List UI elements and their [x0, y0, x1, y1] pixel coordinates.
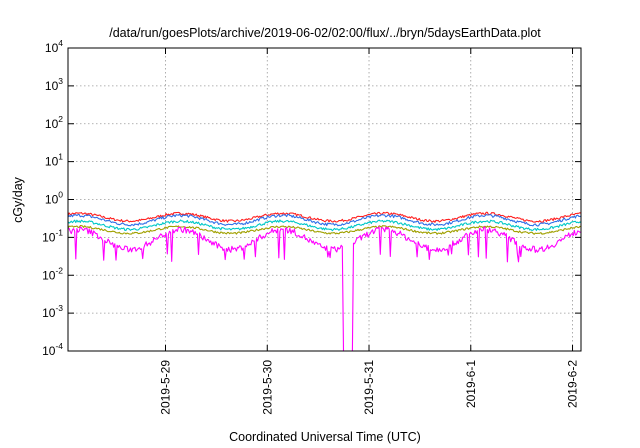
y-tick-label: 10-1	[42, 227, 63, 244]
x-tick-label: 2019-5-29	[159, 360, 173, 415]
y-tick-label: 101	[45, 152, 63, 169]
x-tick-label: 2019-5-30	[260, 360, 274, 415]
y-tick-label: 100	[45, 190, 63, 207]
y-tick-label: 102	[45, 114, 63, 131]
series-line-1	[67, 211, 582, 223]
x-tick-label: 2019-6-2	[566, 360, 580, 408]
y-tick-label: 103	[45, 76, 63, 93]
axes: 10-4 10-3 10-2 10-1 100 101 102 103 104 2019-5-29…	[42, 38, 581, 415]
series-line-2	[67, 213, 582, 227]
series-area	[67, 211, 582, 352]
plot-frame	[67, 47, 582, 352]
x-axis-label: Coordinated Universal Time (UTC)	[229, 430, 421, 444]
x-tick-label: 2019-5-31	[362, 360, 376, 415]
series-line-5	[67, 226, 581, 352]
x-tick-label: 2019-6-1	[464, 360, 478, 408]
grid	[68, 47, 581, 352]
y-tick-label: 104	[45, 38, 63, 55]
series-line-4	[67, 225, 582, 235]
series-line-3	[67, 219, 582, 232]
y-tick-label: 10-2	[42, 265, 63, 282]
y-tick-label: 10-4	[42, 341, 63, 358]
chart-title: /data/run/goesPlots/archive/2019-06-02/0…	[109, 26, 541, 40]
y-axis-label: cGy/day	[11, 176, 25, 223]
y-tick-label: 10-3	[42, 303, 63, 320]
